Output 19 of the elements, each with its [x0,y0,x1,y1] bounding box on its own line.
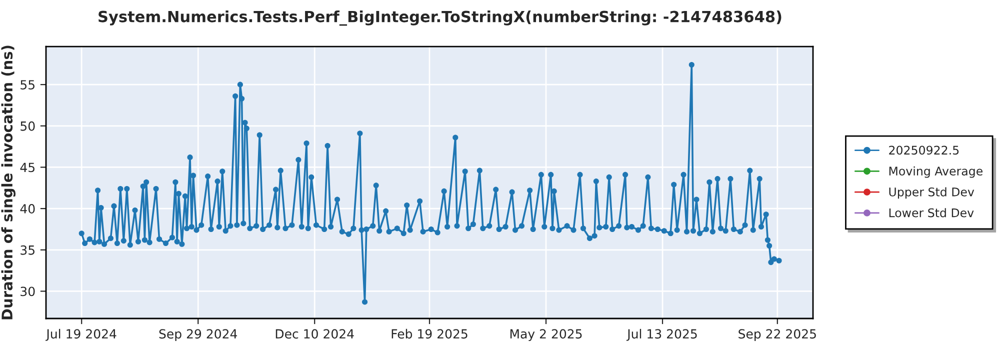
x-tick-label: Dec 10 2024 [276,329,354,339]
y-tick-label: 35 [20,245,34,255]
legend-label: Lower Std Dev [889,208,974,218]
y-tick-label: 40 [20,204,35,214]
chart-title: System.Numerics.Tests.Perf_BigInteger.ToStringX(numberString: -2147483648) [98,10,782,26]
y-tick-label: 50 [20,121,35,131]
legend-label: Upper Std Dev [889,187,974,199]
x-tick-label: Sep 22 2025 [738,329,816,342]
legend-label: 20250922.5 [889,146,959,155]
y-tick-label: 55 [20,80,34,90]
x-tick-label: Jul 19 2024 [46,328,116,341]
legend-label: Moving Average [889,166,982,178]
x-tick-label: Sep 29 2024 [159,329,238,342]
x-tick-label: Feb 19 2025 [392,328,468,339]
x-tick-label: May 2 2025 [510,329,582,342]
y-tick-label: 45 [20,162,34,172]
x-tick-label: Jul 13 2025 [626,328,697,341]
y-axis-title: Duration of single invocation (ns) [1,46,16,320]
y-tick-label: 30 [20,286,35,296]
